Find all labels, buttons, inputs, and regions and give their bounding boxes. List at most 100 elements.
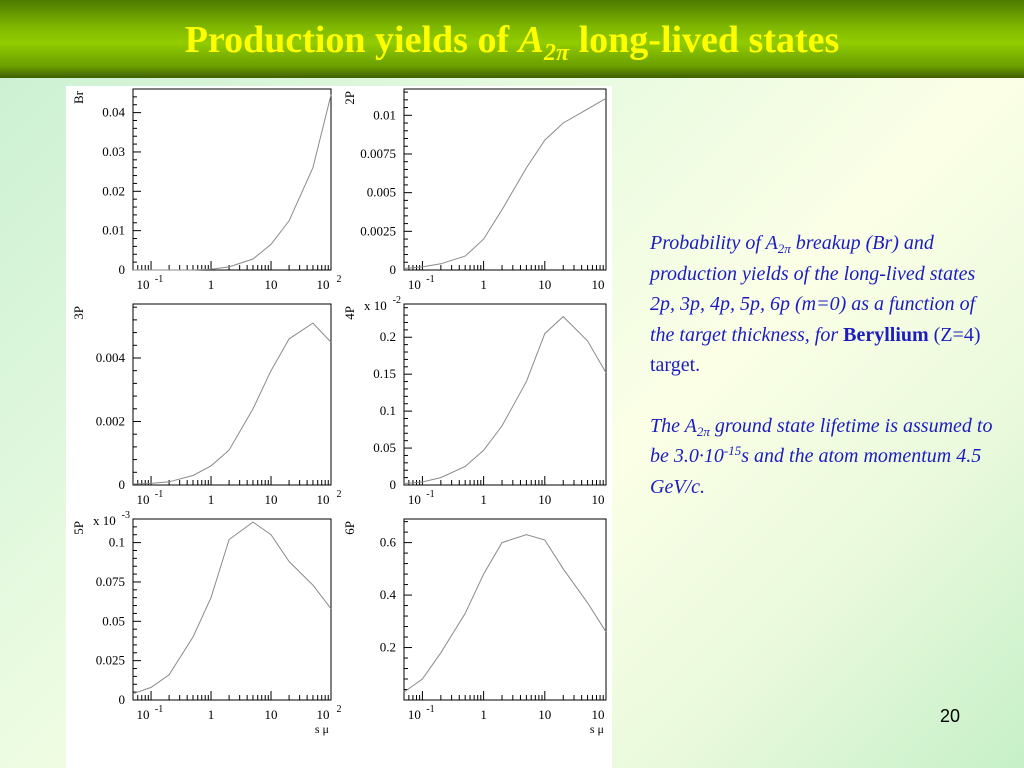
y-tick-label: 0.4 — [380, 587, 397, 602]
x-axis-label: s μ — [590, 722, 604, 736]
plot-frame — [132, 88, 332, 271]
x-tick-exponent: 2 — [337, 274, 342, 285]
x-tick-label: 10 — [265, 277, 278, 292]
y-tick-label: 0.15 — [373, 366, 396, 381]
y-axis-label: Br — [71, 90, 86, 104]
p2-text-c: s and the atom momentum 4.5 GeV/c. — [650, 445, 982, 498]
x-tick-exponent: -1 — [155, 274, 163, 285]
x-tick-label: 1 — [480, 277, 487, 292]
x-tick-label: 1 — [208, 277, 215, 292]
y-tick-label: 0 — [119, 262, 126, 277]
y-tick-label: 0.2 — [380, 640, 396, 655]
y-tick-label: 0 — [119, 477, 126, 492]
chart-3p: 10 -1 1 10 10 2 0 0.002 0.004 3P — [71, 303, 342, 507]
x-tick-label: 10 — [137, 492, 150, 507]
chart-2p: 10 -1 1 10 10 2 0 0.0025 0.005 0.0075 0.01 2P — [342, 88, 613, 292]
description-paragraph-2: The A2π ground state lifetime is assumed… — [650, 411, 1000, 503]
p2-subscript: 2π — [696, 423, 710, 439]
x-tick-exponent: 2 — [337, 489, 342, 500]
y-tick-label: 0 — [119, 692, 126, 707]
x-axis-label: s μ — [315, 722, 329, 736]
y-axis-label: 6P — [342, 521, 357, 535]
x-tick-label: 10 — [317, 492, 330, 507]
y-multiplier: x 10 — [364, 298, 387, 313]
y-tick-label: 0.025 — [96, 653, 125, 668]
p2-text-a: The — [650, 414, 685, 437]
p2-symbol: A — [684, 414, 697, 437]
y-tick-label: 0.01 — [373, 107, 396, 122]
y-tick-label: 0.0025 — [360, 223, 396, 238]
y-tick-label: 0.01 — [102, 223, 125, 238]
chart-4p: 10 -1 1 10 10 2 0 0.05 0.1 0.15 0.2 4P x 10 -2 — [342, 295, 612, 507]
x-tick-exponent: -1 — [426, 489, 434, 500]
y-tick-label: 0.1 — [380, 403, 396, 418]
x-tick-label: 10 — [265, 707, 278, 722]
y-multiplier-exponent: -2 — [393, 295, 401, 306]
p1-subscript: 2π — [777, 241, 791, 256]
series-line — [403, 534, 607, 693]
title-bar — [0, 0, 1024, 78]
x-tick-exponent: 2 — [337, 704, 342, 715]
plot-frame — [403, 518, 607, 701]
y-tick-label: 0.2 — [380, 329, 396, 344]
series-line — [133, 94, 332, 271]
description-paragraph-1: Probability of A2π breakup (Br) and prod… — [650, 228, 1000, 381]
x-tick-label: 10 — [137, 707, 150, 722]
x-tick-label: 10 — [538, 277, 551, 292]
slide-title: Production yields of A2π long-lived stat… — [0, 0, 1024, 78]
x-tick-exponent: -1 — [155, 704, 163, 715]
series-line — [132, 322, 332, 485]
y-axis-label: 5P — [71, 521, 86, 535]
charts-panel: 10-111010200.010.020.030.04Br10-11101020… — [66, 86, 612, 768]
y-tick-label: 0.05 — [373, 440, 396, 455]
x-tick-exponent: -1 — [426, 704, 434, 715]
x-tick-label: 10 — [592, 707, 605, 722]
series-line — [132, 521, 332, 695]
x-tick-exponent: 2 — [612, 274, 613, 285]
y-multiplier-exponent: -3 — [122, 510, 130, 521]
y-tick-label: 0 — [390, 262, 397, 277]
p1-text-a: Probability of — [650, 232, 766, 254]
x-tick-label: 1 — [480, 707, 487, 722]
p1-text-c: (Z=4) target. — [650, 323, 981, 377]
x-tick-exponent: -1 — [155, 489, 163, 500]
y-tick-label: 0.04 — [102, 105, 125, 120]
y-multiplier: x 10 — [93, 513, 116, 528]
y-tick-label: 0.005 — [367, 185, 396, 200]
x-tick-label: 10 — [538, 492, 551, 507]
p2-text-b: ground state lifetime is assumed to be 3… — [650, 414, 993, 468]
y-tick-label: 0.05 — [102, 613, 125, 628]
x-tick-label: 10 — [592, 492, 605, 507]
x-tick-label: 10 — [317, 277, 330, 292]
y-axis-label: 2P — [342, 91, 357, 105]
plot-frame — [132, 518, 332, 701]
x-tick-label: 1 — [480, 492, 487, 507]
x-tick-exponent: 2 — [612, 489, 613, 500]
series-line — [403, 97, 607, 269]
y-axis-label: 3P — [71, 306, 86, 320]
x-tick-label: 10 — [265, 492, 278, 507]
plot-frame — [132, 303, 332, 486]
x-tick-label: 10 — [592, 277, 605, 292]
p1-bold-material: Beryllium — [843, 323, 929, 346]
y-tick-label: 0.004 — [96, 350, 126, 365]
chart-6p: 10 -1 1 10 10 2 0.2 0.4 0.6 6P s μ — [342, 518, 612, 736]
x-tick-label: 10 — [137, 277, 150, 292]
page-number: 20 — [940, 706, 961, 726]
y-tick-label: 0.075 — [96, 574, 125, 589]
title-suffix: long-lived states — [569, 19, 840, 61]
x-tick-label: 1 — [208, 492, 215, 507]
title-subscript: 2π — [543, 40, 570, 66]
x-tick-label: 10 — [408, 492, 421, 507]
y-tick-label: 0.1 — [109, 535, 125, 550]
x-tick-label: 10 — [408, 707, 421, 722]
y-tick-label: 0.0075 — [360, 146, 396, 161]
series-line — [403, 315, 607, 484]
x-tick-label: 10 — [317, 707, 330, 722]
x-tick-exponent: -1 — [426, 274, 434, 285]
plot-frame — [403, 303, 607, 486]
chart-5p: 10 -1 1 10 10 2 0 0.025 0.05 0.075 0.1 5P x 10 -3 s μ — [71, 510, 342, 736]
p1-symbol: A — [765, 232, 778, 254]
y-tick-label: 0.03 — [102, 144, 125, 159]
p1-text-b: breakup (Br) and production yields of th… — [650, 232, 976, 346]
